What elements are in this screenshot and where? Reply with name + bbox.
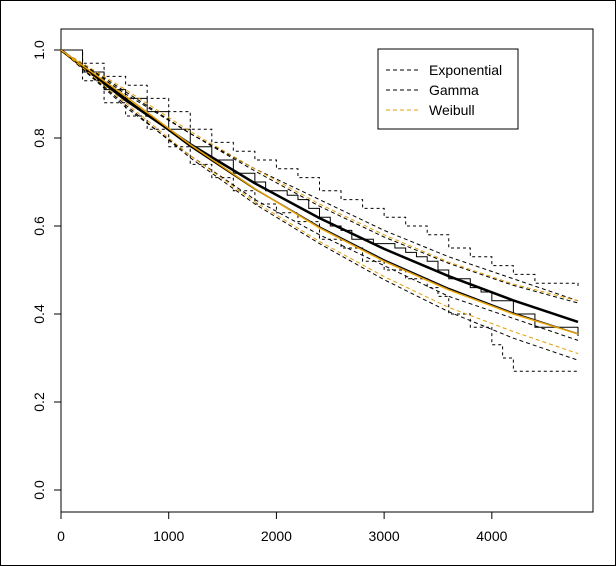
y-tick-label: 1.0 <box>31 40 47 60</box>
curves <box>60 49 579 372</box>
weibull-lower-curve <box>60 49 579 355</box>
legend-label-gamma: Gamma <box>429 82 479 98</box>
legend: Exponential Gamma Weibull <box>377 48 519 130</box>
y-tick-label: 0.4 <box>31 304 47 324</box>
x-axis: 0 1000 2000 3000 4000 <box>57 511 508 544</box>
gamma-fit-curve <box>60 49 579 335</box>
legend-label-exponential: Exponential <box>429 62 502 78</box>
legend-label-weibull: Weibull <box>429 102 475 118</box>
km-upper-step <box>61 49 579 288</box>
x-tick-label: 2000 <box>261 528 292 544</box>
gamma-lower-curve <box>60 49 579 361</box>
x-tick-label: 0 <box>57 528 65 544</box>
y-axis: 0.0 0.2 0.4 0.6 0.8 1.0 <box>31 40 62 500</box>
exp-upper-curve <box>60 49 579 302</box>
exp-lower-curve <box>60 49 579 341</box>
y-tick-label: 0.6 <box>31 216 47 236</box>
x-tick-label: 1000 <box>153 528 184 544</box>
x-tick-label: 3000 <box>369 528 400 544</box>
km-lower-step <box>61 49 578 372</box>
x-tick-label: 4000 <box>476 528 507 544</box>
legend-box <box>377 48 519 130</box>
y-tick-label: 0.2 <box>31 392 47 412</box>
weibull-fit-curve <box>60 49 579 335</box>
y-tick-label: 0.0 <box>31 480 47 500</box>
gamma-upper-curve <box>60 49 579 304</box>
y-tick-label: 0.8 <box>31 128 47 148</box>
weibull-upper-curve <box>60 49 579 302</box>
